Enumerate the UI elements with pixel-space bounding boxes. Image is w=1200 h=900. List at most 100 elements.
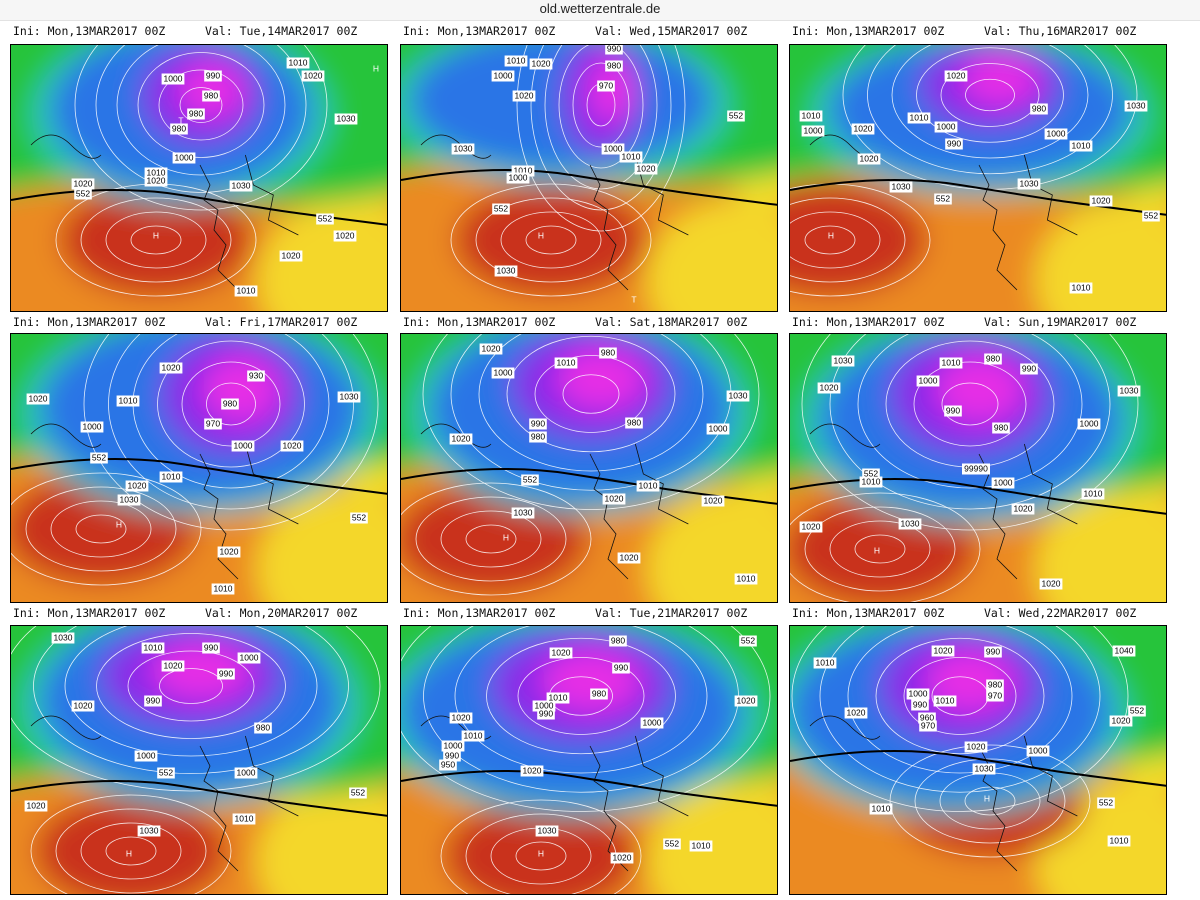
isobar-label: 1000: [237, 767, 256, 777]
isobar-label: 1030: [834, 355, 853, 365]
label-box: [1124, 100, 1148, 112]
valid-time: Val: Tue,14MAR2017 00Z: [205, 24, 358, 38]
isobar-label: 1020: [802, 521, 821, 531]
isobar-label: 1030: [975, 763, 994, 773]
init-time: Ini: Mon,13MAR2017 00Z: [792, 606, 945, 620]
isobar-label: 1020: [1112, 715, 1131, 725]
label-box: [609, 635, 627, 647]
color-field: [790, 45, 1166, 311]
isobar: [30, 794, 232, 894]
isobar-label: 1020: [934, 645, 953, 655]
isobar: [179, 87, 223, 123]
isobar-label: 970: [921, 720, 935, 730]
isobar-label: 1020: [737, 695, 756, 705]
isobar-label: 1010: [214, 583, 233, 593]
isobar-label: 1000: [444, 740, 463, 750]
label-box: [529, 418, 547, 430]
thickness-552-line: [790, 179, 1166, 216]
isobar-label: 1000: [1029, 745, 1048, 755]
isobar-label: 1030: [538, 825, 557, 835]
url[interactable]: old.wetterzentrale.de: [539, 1, 661, 16]
label-box: [706, 423, 730, 435]
label-box: [204, 418, 222, 430]
isobar-label: 1020: [1092, 195, 1111, 205]
label-box: [862, 468, 880, 480]
label-box: [349, 787, 367, 799]
isobar: [401, 626, 771, 812]
isobar: [206, 382, 256, 426]
isobar-label: 1010: [639, 480, 658, 490]
isobar: [889, 744, 1091, 858]
pressure-center: H: [373, 63, 379, 73]
field-yellow: [1035, 489, 1166, 602]
label-box: [443, 750, 461, 762]
label-box: [441, 740, 465, 752]
label-box: [851, 123, 875, 135]
label-box: [1112, 645, 1136, 657]
label-box: [1030, 103, 1048, 115]
label-box: [141, 642, 165, 654]
isobar-label: 1020: [1042, 578, 1061, 588]
isobar: [74, 45, 328, 211]
isobar-label: 1010: [549, 692, 568, 702]
label-box: [461, 730, 485, 742]
isobar: [454, 626, 708, 774]
label-box: [859, 476, 883, 488]
isobar-label: 1020: [860, 153, 879, 163]
isobar: [80, 197, 232, 283]
isobar: [440, 799, 642, 894]
isobar-label: 1010: [692, 840, 711, 850]
isobar: [116, 45, 286, 176]
label-box: [605, 60, 623, 72]
isobar-label: 1010: [872, 803, 891, 813]
valid-time: Val: Wed,22MAR2017 00Z: [984, 606, 1137, 620]
isobar: [790, 492, 981, 602]
label-box: [799, 521, 823, 533]
isobar-label: 990: [614, 662, 628, 672]
color-field: [790, 626, 1166, 894]
isobar-label: 1020: [336, 230, 355, 240]
label-box: [617, 552, 641, 564]
isobar: [96, 633, 286, 739]
isobar: [401, 482, 592, 596]
label-box: [24, 800, 48, 812]
isobar: [558, 45, 644, 169]
isobar: [33, 626, 349, 774]
isobar-label: 970: [599, 80, 613, 90]
label-box: [26, 393, 50, 405]
isobar-label: 1020: [283, 440, 302, 450]
isobar: [525, 225, 577, 255]
isobar-label: 1010: [816, 657, 835, 667]
isobar-label: 552: [936, 193, 950, 203]
isobar: [83, 334, 379, 531]
isobar-label: 1020: [147, 175, 166, 185]
label-box: [1044, 128, 1068, 140]
label-box: [931, 645, 955, 657]
isobar: [801, 334, 1139, 531]
isobar-label: 1000: [1080, 418, 1099, 428]
isobar-label: 1010: [737, 573, 756, 583]
label-box: [535, 825, 559, 837]
pressure-center: H: [153, 230, 159, 240]
label-box: [90, 452, 108, 464]
label-box: [599, 347, 617, 359]
label-box: [612, 662, 630, 674]
label-box: [590, 688, 608, 700]
label-box: [511, 507, 535, 519]
label-box: [157, 767, 175, 779]
isobar-label: 1010: [1072, 282, 1091, 292]
label-box: [229, 180, 253, 192]
label-box: [602, 493, 626, 505]
label-box: [232, 813, 256, 825]
label-box: [597, 80, 615, 92]
label-box: [939, 357, 963, 369]
color-field: [401, 334, 777, 602]
isobar-label: 1000: [494, 367, 513, 377]
isobar-label: 980: [611, 635, 625, 645]
label-box: [279, 250, 303, 262]
label-box: [619, 151, 643, 163]
isobar: [465, 524, 517, 554]
field-magenta: [557, 348, 645, 410]
label-box: [634, 163, 658, 175]
init-time: Ini: Mon,13MAR2017 00Z: [13, 606, 166, 620]
